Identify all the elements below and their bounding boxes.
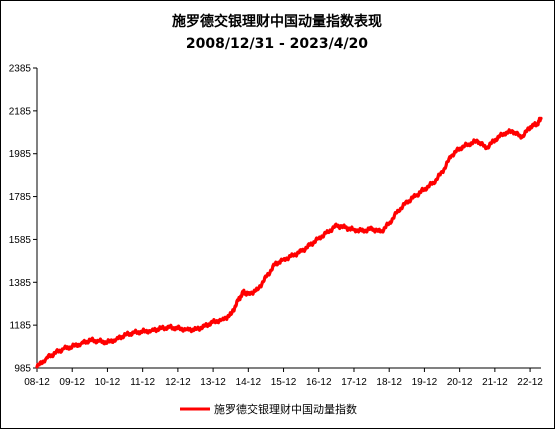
x-tick-label: 18-12 <box>376 377 402 388</box>
x-tick-label: 08-12 <box>24 377 50 388</box>
x-tick-label: 16-12 <box>306 377 332 388</box>
x-tick-label: 22-12 <box>517 377 543 388</box>
x-tick-label: 12-12 <box>165 377 191 388</box>
x-tick-label: 15-12 <box>271 377 297 388</box>
x-tick-label: 20-12 <box>447 377 473 388</box>
x-tick-label: 11-12 <box>130 377 155 388</box>
x-tick-label: 13-12 <box>200 377 226 388</box>
y-tick-label: 1385 <box>9 278 32 289</box>
x-tick-label: 10-12 <box>95 377 121 388</box>
x-axis-ticks: 08-12 09-12 10-12 11-12 12-12 13-12 14-12 15-12… <box>24 368 543 388</box>
chart-title: 施罗德交银理财中国动量指数表现 <box>172 13 382 30</box>
x-tick-label: 17-12 <box>341 377 367 388</box>
y-axis-ticks: 985 1185 1385 1585 1785 1985 2185 2385 <box>9 64 37 375</box>
x-tick-label: 19-12 <box>412 377 438 388</box>
chart-subtitle: 2008/12/31 - 2023/4/20 <box>186 36 368 52</box>
x-tick-label: 21-12 <box>482 377 508 388</box>
legend: 施罗德交银理财中国动量指数 <box>180 402 357 416</box>
x-tick-label: 09-12 <box>59 377 85 388</box>
y-tick-label: 1185 <box>9 321 31 332</box>
series-line-momentum-index <box>35 116 543 369</box>
y-tick-label: 1985 <box>9 149 32 160</box>
y-tick-label: 2385 <box>9 64 32 75</box>
y-tick-label: 2185 <box>9 106 32 117</box>
y-tick-label: 985 <box>14 364 31 375</box>
y-tick-label: 1585 <box>9 235 32 246</box>
x-tick-label: 14-12 <box>236 377 262 388</box>
legend-label: 施罗德交银理财中国动量指数 <box>214 402 357 416</box>
y-tick-label: 1785 <box>9 192 32 203</box>
